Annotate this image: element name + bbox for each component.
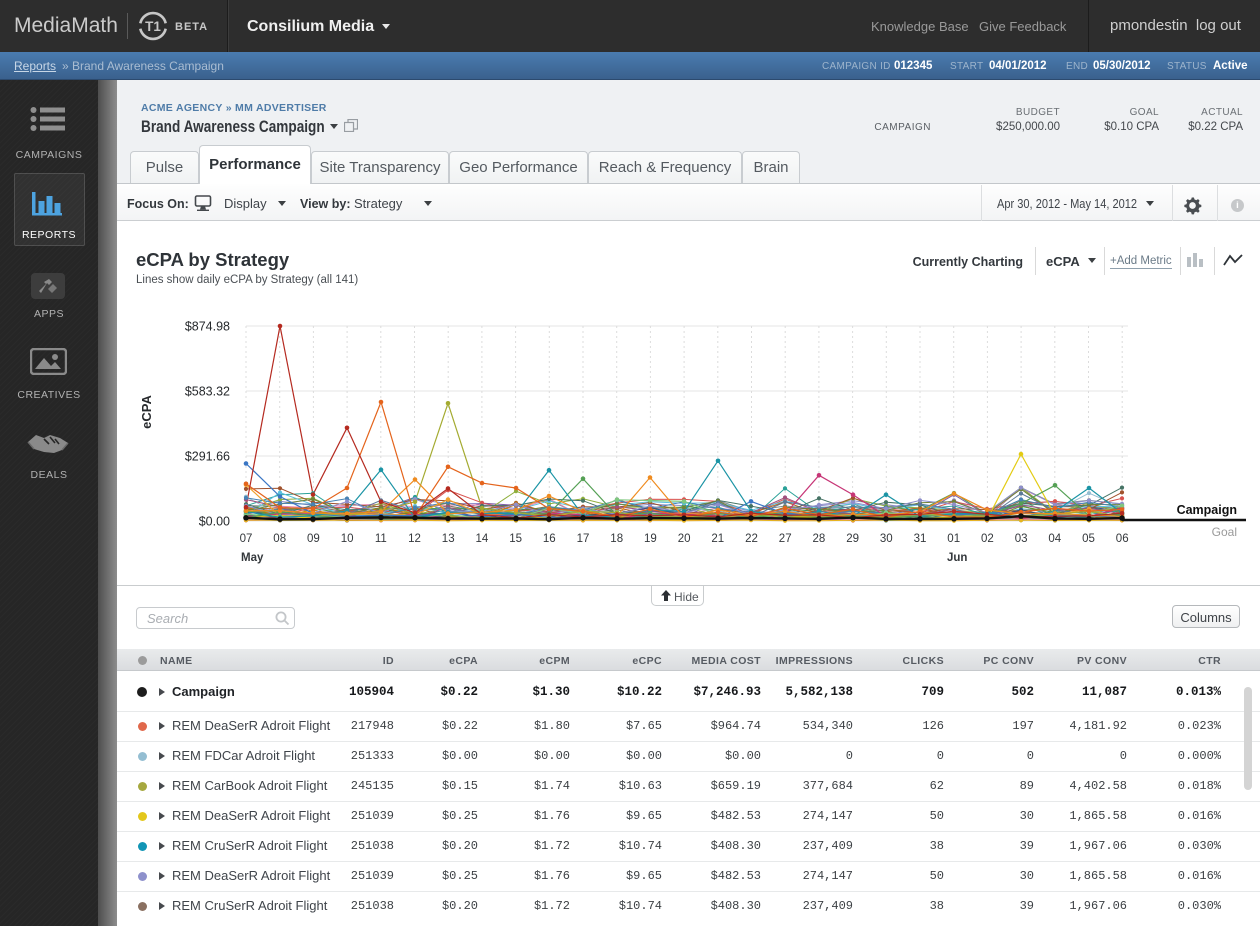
svg-text:15: 15 (509, 533, 522, 545)
svg-text:$291.66: $291.66 (185, 450, 230, 464)
svg-text:Campaign: Campaign (1177, 503, 1237, 517)
svg-text:Goal: Goal (1212, 525, 1237, 539)
svg-text:07: 07 (240, 533, 253, 545)
svg-text:T1: T1 (145, 19, 161, 34)
svg-text:19: 19 (644, 533, 657, 545)
svg-text:08: 08 (273, 533, 286, 545)
svg-text:01: 01 (947, 533, 960, 545)
svg-text:30: 30 (880, 533, 893, 545)
svg-text:04: 04 (1048, 533, 1061, 545)
svg-text:06: 06 (1116, 533, 1129, 545)
svg-text:$0.00: $0.00 (199, 515, 230, 529)
svg-text:10: 10 (341, 533, 354, 545)
svg-text:05: 05 (1082, 533, 1095, 545)
svg-text:20: 20 (678, 533, 691, 545)
svg-text:$583.32: $583.32 (185, 385, 230, 399)
svg-text:22: 22 (745, 533, 758, 545)
svg-text:27: 27 (779, 533, 792, 545)
svg-text:09: 09 (307, 533, 320, 545)
svg-text:03: 03 (1015, 533, 1028, 545)
svg-text:13: 13 (442, 533, 455, 545)
svg-text:21: 21 (711, 533, 724, 545)
svg-text:17: 17 (577, 533, 590, 545)
svg-text:16: 16 (543, 533, 556, 545)
svg-text:29: 29 (846, 533, 859, 545)
svg-text:eCPA: eCPA (139, 395, 154, 429)
svg-text:May: May (241, 552, 264, 564)
svg-text:$874.98: $874.98 (185, 320, 230, 334)
svg-text:12: 12 (408, 533, 421, 545)
svg-text:02: 02 (981, 533, 994, 545)
svg-text:18: 18 (610, 533, 623, 545)
svg-text:31: 31 (914, 533, 927, 545)
svg-text:28: 28 (813, 533, 826, 545)
svg-text:14: 14 (476, 533, 489, 545)
svg-text:11: 11 (375, 533, 387, 545)
svg-text:Jun: Jun (947, 552, 967, 564)
